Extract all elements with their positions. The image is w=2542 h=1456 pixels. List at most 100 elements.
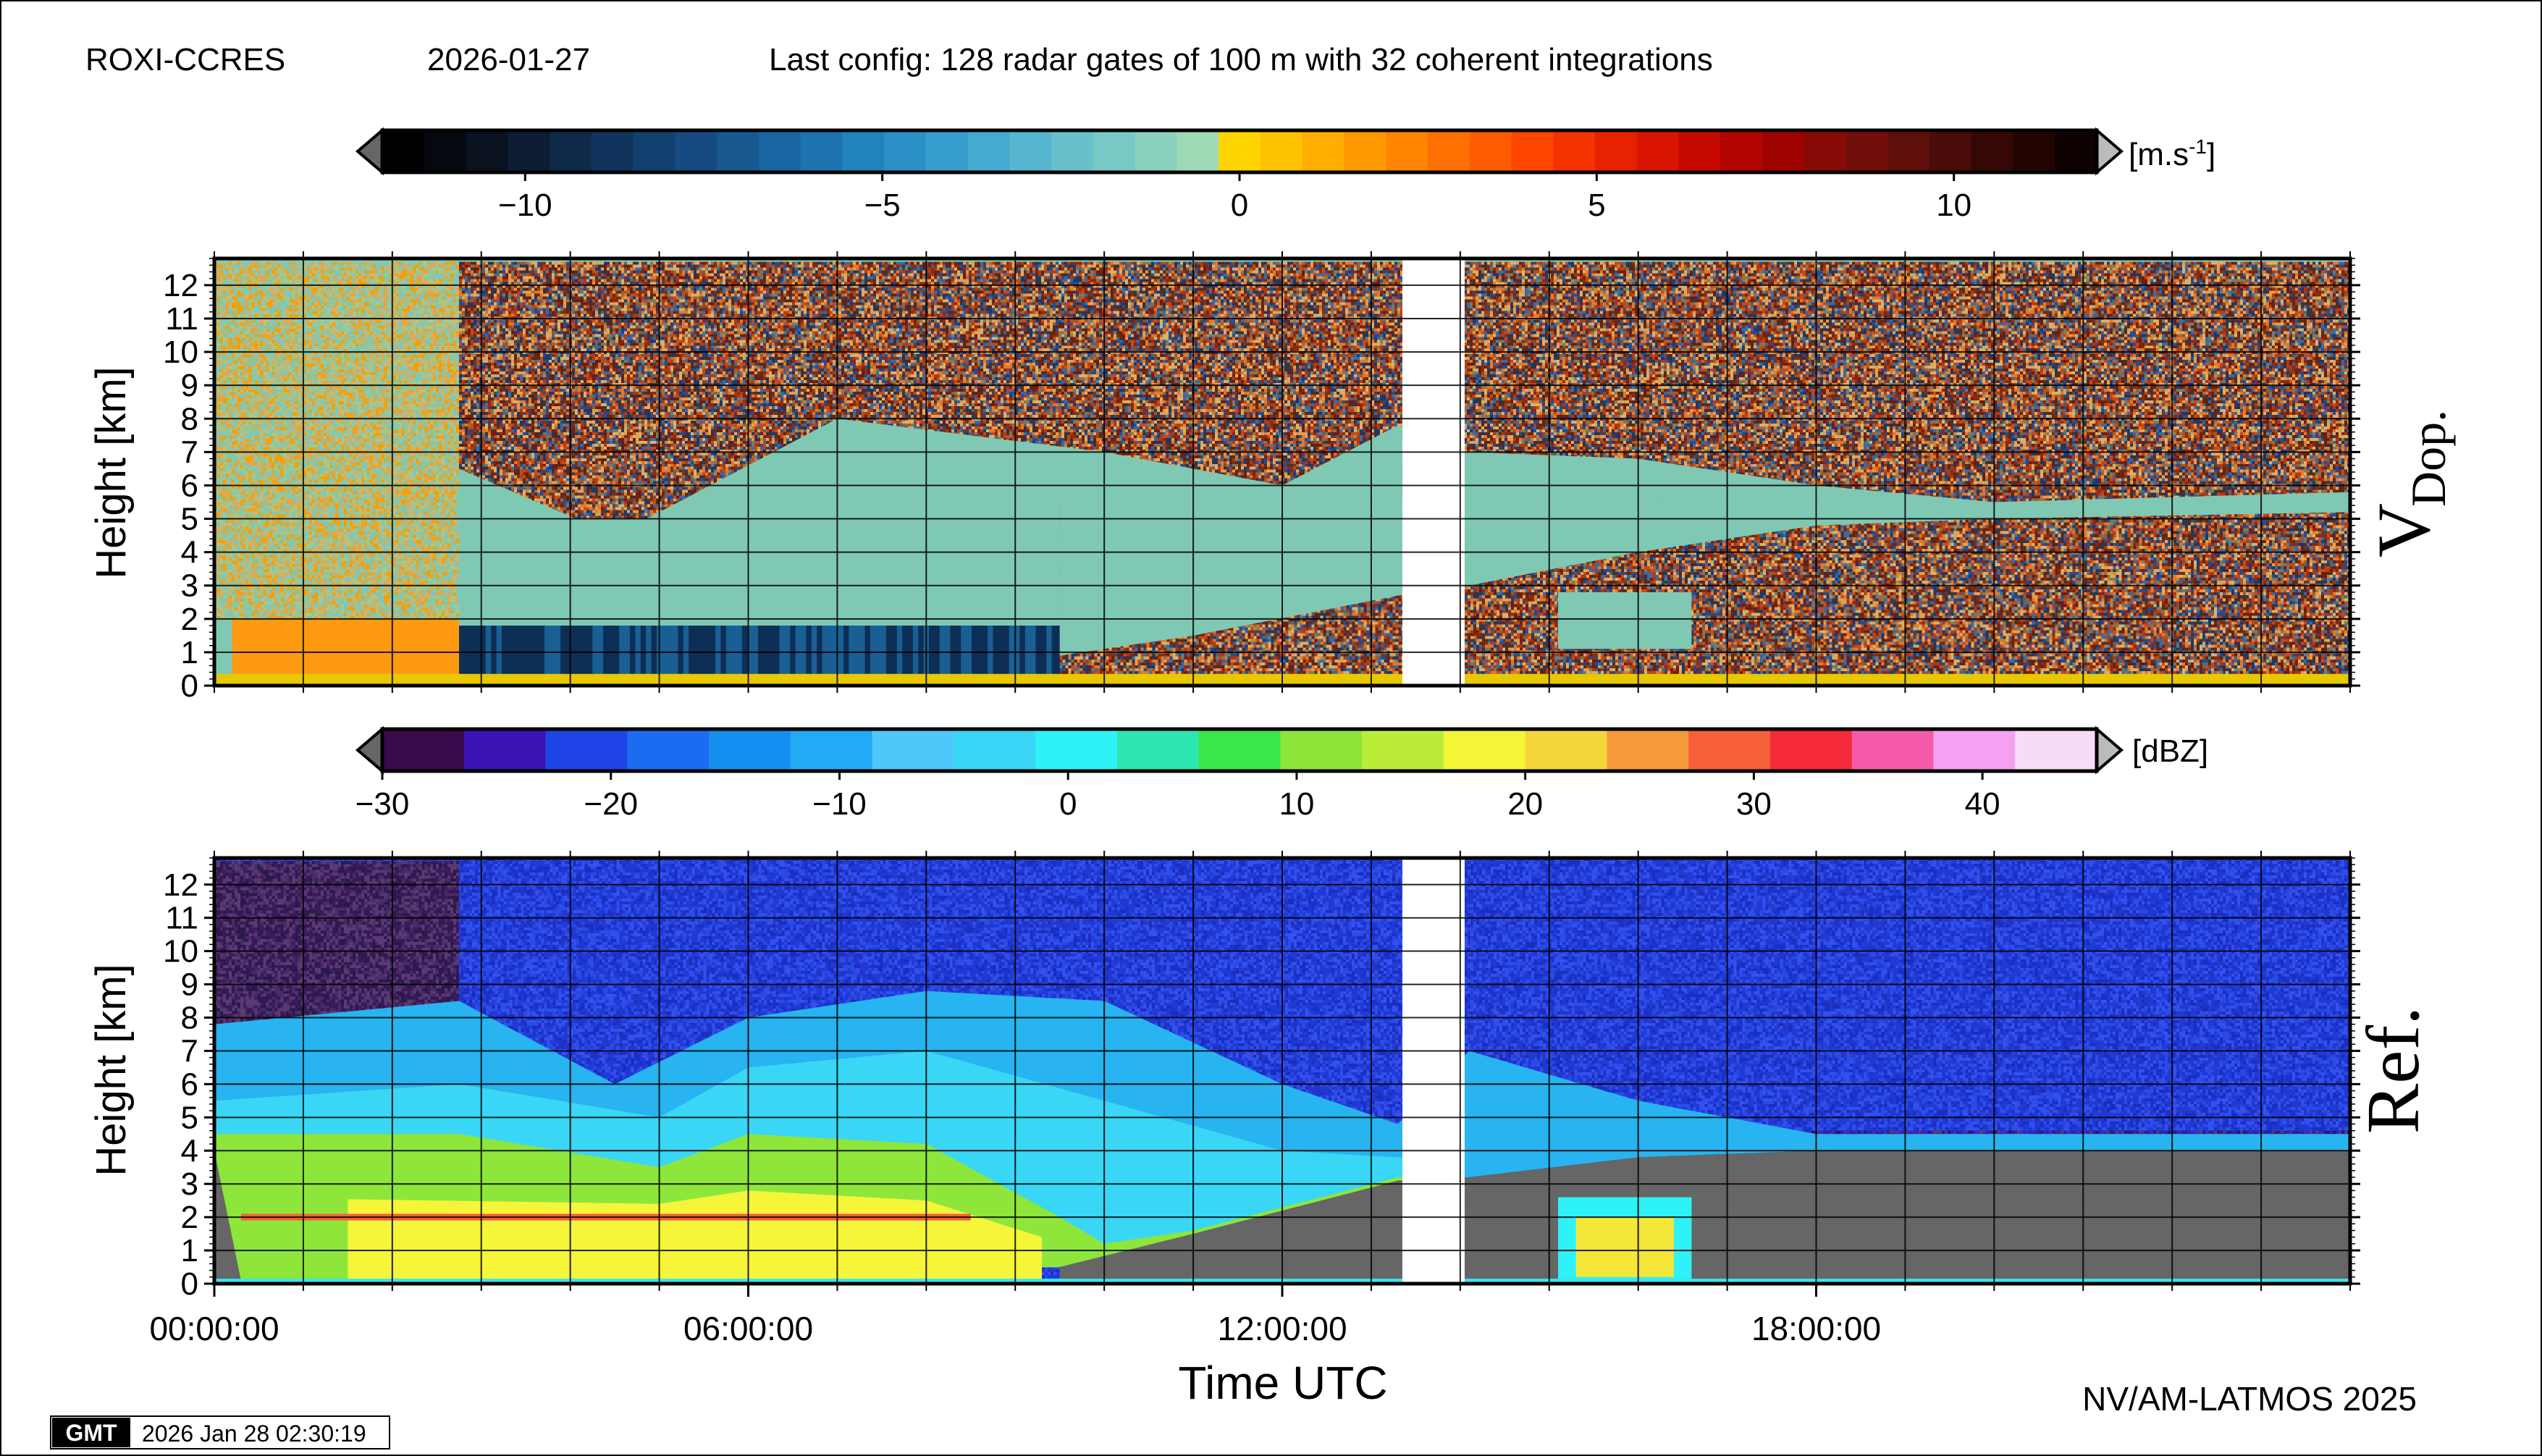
- reflectivity-colorbar-swatch: [2015, 729, 2097, 771]
- doppler-region: [635, 626, 641, 674]
- reflectivity-colorbar-tick-label: 0: [1059, 786, 1077, 822]
- reflectivity-x-tick-label: 18:00:00: [1751, 1310, 1881, 1347]
- doppler-region: [459, 626, 466, 674]
- doppler-region: [726, 626, 733, 674]
- doppler-region: [881, 626, 888, 674]
- doppler-region: [539, 626, 546, 674]
- doppler-region: [475, 626, 481, 674]
- doppler-colorbar-swatch: [717, 130, 759, 172]
- doppler-region: [576, 626, 583, 674]
- doppler-region: [977, 626, 983, 674]
- doppler-region: [459, 519, 1060, 626]
- reflectivity-colorbar-tick-label: 10: [1279, 786, 1314, 822]
- doppler-region: [897, 626, 904, 674]
- reflectivity-colorbar-tick-label: −10: [812, 786, 867, 822]
- reflectivity-x-tick-label: 12:00:00: [1217, 1310, 1347, 1347]
- doppler-colorbar-swatch: [759, 130, 801, 172]
- plot-timestamp: 2026 Jan 28 02:30:19: [142, 1421, 366, 1447]
- doppler-colorbar-swatch: [1344, 130, 1386, 172]
- doppler-region: [720, 626, 727, 674]
- reflectivity-colorbar-swatch: [1117, 729, 1199, 771]
- doppler-region: [513, 626, 519, 674]
- reflectivity-unit: [dBZ]: [2132, 733, 2208, 769]
- doppler-y-tick-label: 5: [181, 502, 198, 537]
- x-axis-title: Time UTC: [1178, 1357, 1387, 1409]
- doppler-colorbar-swatch: [884, 130, 926, 172]
- gmt-stamp: GMT 2026 Jan 28 02:30:19: [51, 1416, 390, 1449]
- doppler-region: [625, 626, 631, 674]
- doppler-region: [929, 626, 935, 674]
- reflectivity-colorbar-tick-label: 40: [1965, 786, 2000, 822]
- reflectivity-y-axis-label: Height [km]: [88, 964, 135, 1176]
- doppler-colorbar-swatch: [592, 130, 634, 172]
- doppler-region: [951, 626, 957, 674]
- doppler-region: [780, 626, 786, 674]
- doppler-region: [614, 626, 620, 674]
- doppler-region: [753, 626, 759, 674]
- doppler-colorbar-swatch: [2013, 130, 2055, 172]
- doppler-region: [571, 626, 578, 674]
- doppler-region: [982, 626, 989, 674]
- doppler-region: [678, 626, 684, 674]
- reflectivity-colorbar-swatch: [382, 729, 464, 771]
- doppler-region: [507, 626, 513, 674]
- reflectivity-colorbar-tick-label: 20: [1507, 786, 1543, 822]
- doppler-region: [891, 626, 898, 674]
- doppler-region: [790, 626, 796, 674]
- svg-text:Dop.: Dop.: [2401, 410, 2456, 507]
- reflectivity-colorbar-swatch: [1607, 729, 1688, 771]
- reflectivity-colorbar-swatch: [709, 729, 791, 771]
- doppler-region: [774, 626, 780, 674]
- reflectivity-colorbar-swatch: [1688, 729, 1770, 771]
- doppler-colorbar-swatch: [1219, 130, 1261, 172]
- doppler-region: [742, 626, 749, 674]
- doppler-colorbar-swatch: [1302, 130, 1344, 172]
- doppler-region: [470, 626, 476, 674]
- doppler-region: [502, 626, 508, 674]
- doppler-region: [497, 626, 503, 674]
- doppler-y-axis-label: Height [km]: [88, 366, 135, 578]
- doppler-region: [668, 626, 674, 674]
- doppler-region: [523, 626, 530, 674]
- doppler-y-tick-label: 6: [181, 468, 198, 503]
- doppler-colorbar-swatch: [926, 130, 968, 172]
- reflectivity-colorbar-swatch: [1770, 729, 1852, 771]
- reflectivity-y-tick-label: 7: [181, 1033, 198, 1069]
- doppler-region: [555, 626, 562, 674]
- doppler-colorbar-swatch: [1177, 130, 1219, 172]
- doppler-colorbar-swatch: [1637, 130, 1679, 172]
- doppler-region: [598, 626, 605, 674]
- doppler-region: [806, 626, 812, 674]
- doppler-region: [1019, 626, 1026, 674]
- doppler-region: [1030, 626, 1037, 674]
- reflectivity-y-tick-label: 8: [181, 1001, 198, 1036]
- credit-label: NV/AM-LATMOS 2025: [2082, 1380, 2417, 1418]
- doppler-region: [967, 626, 973, 674]
- doppler-region: [801, 626, 807, 674]
- doppler-region: [828, 626, 834, 674]
- doppler-region: [886, 626, 893, 674]
- doppler-region: [822, 626, 829, 674]
- doppler-colorbar-swatch: [424, 130, 466, 172]
- doppler-y-tick-label: 3: [181, 568, 198, 604]
- reflectivity-y-tick-label: 0: [181, 1266, 198, 1302]
- doppler-colorbar: −10 −5 0 5 10: [358, 130, 2121, 223]
- doppler-y-tick-label: 0: [181, 668, 198, 704]
- reflectivity-colorbar-tick-label: 30: [1736, 786, 1772, 822]
- reflectivity-colorbar: −30 −20 −10 0 10 20 30 40: [355, 729, 2121, 822]
- doppler-region: [849, 626, 855, 674]
- doppler-colorbar-swatch: [382, 130, 424, 172]
- doppler-region: [715, 626, 722, 674]
- reflectivity-colorbar-swatch: [627, 729, 709, 771]
- doppler-region: [704, 626, 711, 674]
- doppler-colorbar-swatch: [801, 130, 843, 172]
- doppler-region: [1046, 626, 1053, 674]
- doppler-low-layer: [459, 626, 1074, 674]
- doppler-region: [737, 626, 744, 674]
- doppler-colorbar-swatch: [1261, 130, 1302, 172]
- doppler-region: [956, 626, 962, 674]
- doppler-colorbar-swatch: [1428, 130, 1470, 172]
- doppler-region: [1003, 626, 1010, 674]
- doppler-region: [582, 626, 589, 674]
